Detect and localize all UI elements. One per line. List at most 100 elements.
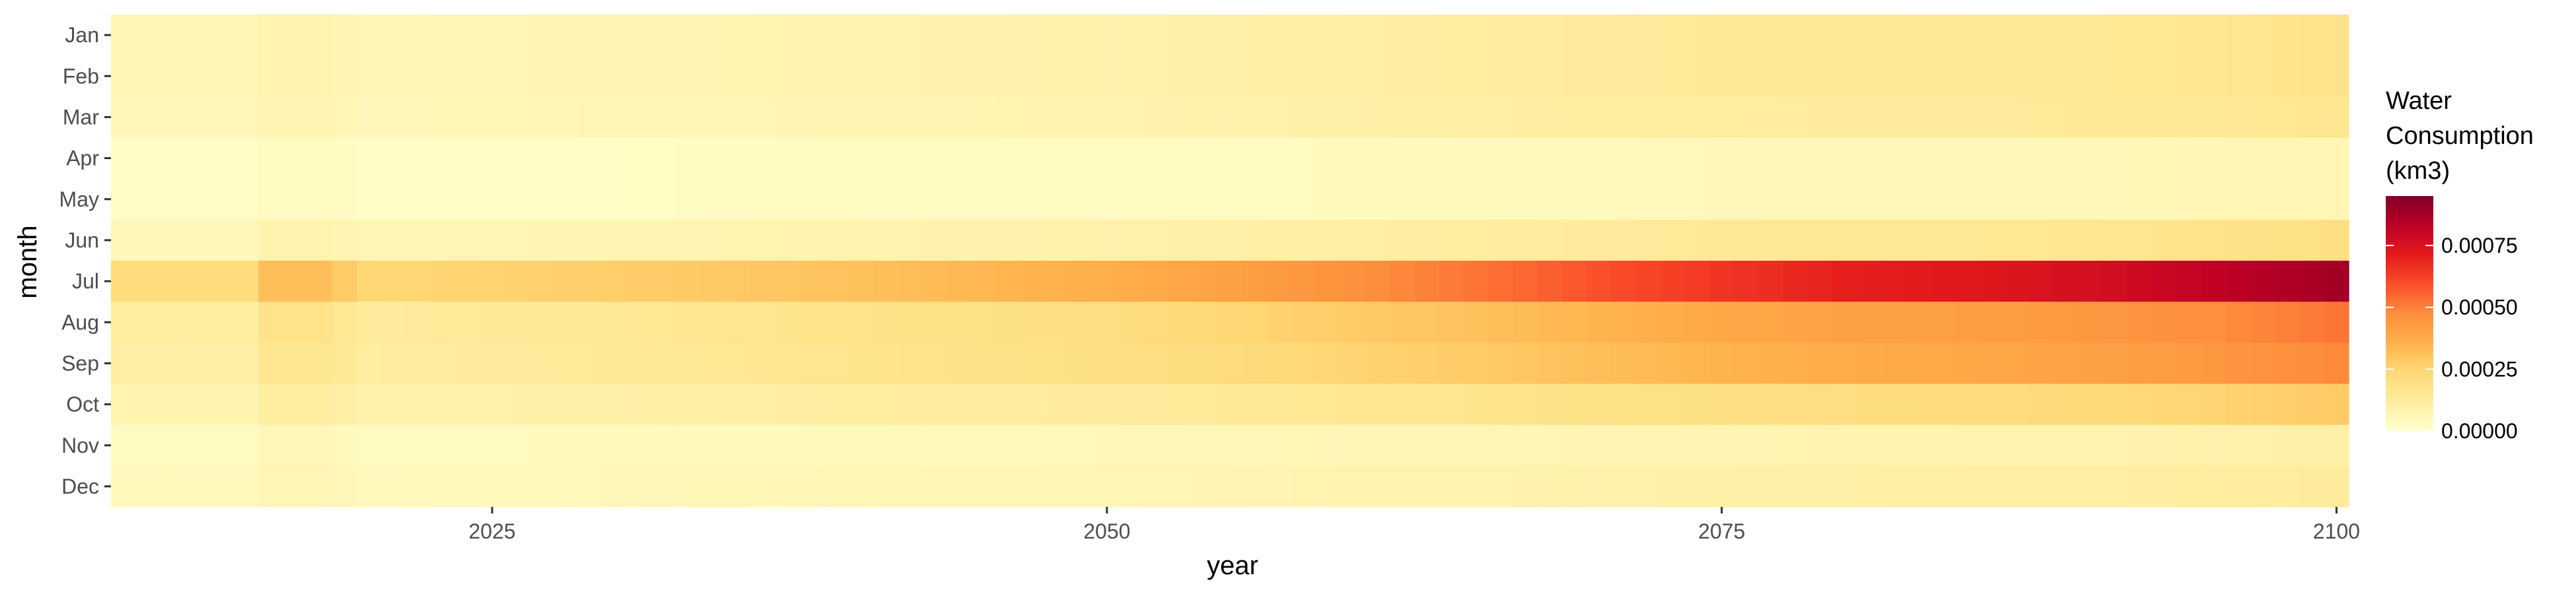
heatmap-cell — [1537, 424, 1563, 467]
heatmap-cell — [1414, 178, 1440, 220]
heatmap-cell — [1807, 137, 1833, 180]
heatmap-cell — [554, 465, 579, 508]
heatmap-cell — [1143, 261, 1169, 302]
heatmap-cell — [2250, 15, 2275, 56]
heatmap-cell — [504, 137, 530, 180]
heatmap-cell — [1193, 96, 1218, 139]
heatmap-cell — [775, 137, 801, 180]
heatmap-cell — [431, 302, 456, 343]
heatmap-cell — [2201, 178, 2227, 220]
heatmap-cell — [554, 302, 579, 343]
heatmap-cell — [627, 178, 653, 220]
heatmap-cell — [1783, 96, 1808, 139]
heatmap-cell — [996, 137, 1022, 180]
heatmap-cell — [2078, 15, 2104, 56]
heatmap-cell — [1316, 261, 1342, 302]
heatmap-cell — [1119, 55, 1145, 97]
heatmap-cell — [2275, 96, 2301, 139]
heatmap-cell — [2004, 261, 2030, 302]
heatmap-cell — [1684, 302, 1710, 343]
heatmap-cell — [160, 15, 186, 56]
heatmap-cell — [1660, 178, 1686, 220]
heatmap-cell — [1881, 55, 1907, 97]
heatmap-cell — [1931, 219, 1956, 261]
heatmap-cell — [676, 96, 702, 139]
heatmap-cell — [504, 343, 530, 385]
heatmap-cell — [898, 383, 923, 426]
heatmap-cell — [381, 424, 407, 467]
heatmap-cell — [1832, 219, 1857, 261]
heatmap-cell — [184, 219, 210, 261]
heatmap-cell — [1045, 137, 1071, 180]
heatmap-cell — [1365, 383, 1390, 426]
heatmap-cell — [1143, 55, 1169, 97]
heatmap-cell — [2127, 137, 2153, 180]
heatmap-cell — [1119, 465, 1145, 508]
heatmap-cell — [1119, 302, 1145, 343]
heatmap-cell — [873, 343, 898, 385]
heatmap-cell — [2078, 383, 2104, 426]
heatmap-cell — [972, 178, 997, 220]
heatmap-cell — [332, 55, 357, 97]
heatmap-cell — [1537, 96, 1563, 139]
heatmap-cell — [1168, 343, 1194, 385]
heatmap-cell — [1439, 178, 1464, 220]
heatmap-cell — [627, 96, 653, 139]
heatmap-cell — [1316, 15, 1342, 56]
heatmap-cell — [1906, 137, 1931, 180]
heatmap-cell — [504, 96, 530, 139]
heatmap-cell — [996, 55, 1022, 97]
heatmap-cell — [1487, 219, 1513, 261]
heatmap-cell — [455, 302, 481, 343]
heatmap-cell — [111, 96, 136, 139]
heatmap-cell — [1906, 178, 1931, 220]
heatmap-cell — [1020, 302, 1046, 343]
heatmap-cell — [1266, 383, 1292, 426]
heatmap-cell — [2102, 219, 2128, 261]
heatmap-cell — [1340, 219, 1366, 261]
heatmap-cell — [1955, 55, 1981, 97]
heatmap-cell — [135, 15, 161, 56]
colorbar — [2386, 196, 2433, 431]
heatmap-cell — [922, 343, 948, 385]
heatmap-cell — [2004, 424, 2030, 467]
heatmap-cell — [332, 219, 357, 261]
heatmap-cell — [1807, 15, 1833, 56]
heatmap-cell — [1758, 15, 1784, 56]
heatmap-cell — [554, 343, 579, 385]
heatmap-cell — [1857, 96, 1882, 139]
heatmap-cell — [258, 15, 284, 56]
heatmap-cell — [209, 343, 234, 385]
heatmap-cell — [2004, 219, 2030, 261]
heatmap-cell — [455, 137, 481, 180]
heatmap-cell — [947, 55, 972, 97]
heatmap-cell — [431, 15, 456, 56]
heatmap-cell — [1857, 465, 1882, 508]
heatmap-cell — [1463, 465, 1489, 508]
heatmap-cell — [357, 424, 382, 467]
heatmap-cell — [2201, 343, 2227, 385]
heatmap-cell — [1316, 55, 1342, 97]
heatmap-cell — [2029, 424, 2054, 467]
heatmap-cell — [701, 219, 727, 261]
heatmap-cell — [1266, 261, 1292, 302]
heatmap-cell — [1463, 219, 1489, 261]
heatmap-cell — [1094, 424, 1120, 467]
heatmap-cell — [2102, 137, 2128, 180]
heatmap-cell — [848, 424, 874, 467]
heatmap-cell — [332, 465, 357, 508]
heatmap-cell — [2324, 343, 2349, 385]
heatmap-cell — [1266, 465, 1292, 508]
heatmap-cell — [602, 55, 628, 97]
heatmap-cell — [1291, 343, 1316, 385]
heatmap-cell — [1684, 261, 1710, 302]
y-tick-label: Apr — [66, 147, 99, 170]
heatmap-cell — [1980, 15, 2005, 56]
heatmap-cell — [1217, 96, 1243, 139]
heatmap-cell — [1586, 96, 1612, 139]
heatmap-cell — [357, 302, 382, 343]
heatmap-cell — [996, 219, 1022, 261]
heatmap-cell — [1857, 55, 1882, 97]
heatmap-cell — [332, 302, 357, 343]
